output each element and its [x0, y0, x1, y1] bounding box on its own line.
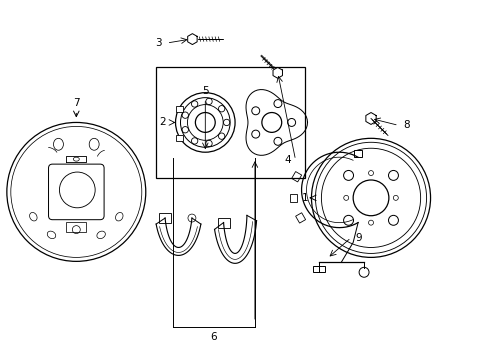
Bar	[66, 222, 86, 231]
Text: 3: 3	[155, 38, 162, 48]
Text: 2: 2	[159, 117, 165, 127]
Text: 9: 9	[355, 233, 362, 243]
Bar	[353, 150, 361, 157]
Bar	[155, 67, 304, 178]
Text: 5: 5	[202, 86, 208, 96]
Text: 7: 7	[73, 98, 80, 108]
Bar	[175, 105, 183, 112]
Bar	[295, 213, 305, 223]
Bar	[175, 135, 183, 141]
Bar	[291, 172, 301, 182]
Text: 4: 4	[284, 155, 290, 165]
Bar	[313, 266, 325, 272]
Bar	[159, 213, 171, 223]
Bar	[289, 194, 296, 202]
Text: 1: 1	[302, 193, 308, 203]
Bar	[217, 217, 229, 228]
Text: 6: 6	[210, 332, 217, 342]
Text: 8: 8	[403, 121, 409, 130]
